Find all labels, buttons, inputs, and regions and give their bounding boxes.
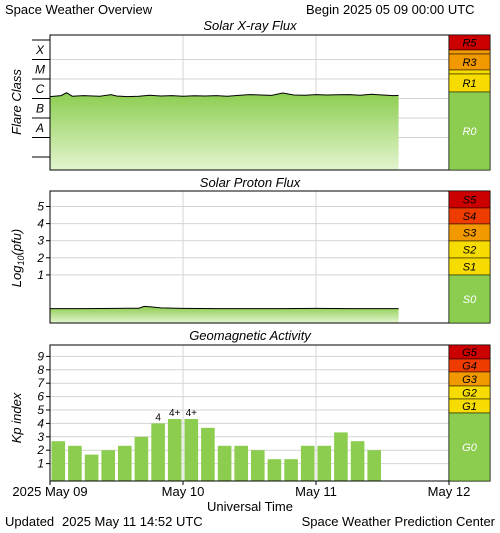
kp-bar-0 (51, 441, 66, 481)
kp-bar-15 (300, 445, 315, 481)
x-day-label-0: 2025 May 09 (12, 484, 87, 499)
kp-tick-label-5: 5 (37, 403, 44, 417)
kp-tick-label-3: 3 (37, 430, 44, 444)
kp-tick-label-8: 8 (37, 363, 44, 377)
kp-tick-label-9: 9 (37, 349, 44, 363)
kp-bar-1 (68, 445, 82, 481)
begin-value: 2025 05 09 00:00 UTC (343, 2, 475, 17)
kp-tick-label-4: 4 (37, 416, 44, 430)
kp-bar-12 (251, 450, 265, 481)
proton-scale-s4: S4 (463, 211, 476, 223)
kp-scale-g4: G4 (462, 361, 477, 373)
kp-bar-14 (284, 459, 298, 481)
updated-value: 2025 May 11 14:52 UTC (62, 514, 203, 529)
xray-scale-cell-5 (448, 91, 491, 171)
x-day-label-2: May 11 (295, 484, 337, 499)
kp-bar-label-8: 4+ (186, 408, 198, 419)
geomag-ylabel: Kp index (9, 392, 24, 443)
overview-title: Space Weather Overview (5, 2, 153, 17)
kp-bar-11 (234, 445, 248, 481)
kp-bar-5 (134, 436, 149, 481)
xray-flux-area (50, 92, 399, 170)
credit: Space Weather Prediction Center (302, 514, 496, 529)
proton-tick-label-2: 2 (36, 251, 44, 265)
updated-label: Updated (5, 514, 54, 529)
xray-panel-title: Solar X-ray Flux (203, 18, 297, 33)
kp-scale-g1: G1 (462, 401, 477, 413)
kp-bar-3 (101, 450, 115, 481)
xray-ylabel: Flare Class (9, 69, 24, 135)
kp-scale-g3: G3 (462, 374, 478, 386)
proton-flux-line (50, 305, 399, 310)
kp-bar-label-7: 4+ (169, 408, 181, 419)
xray-scale-cell-1 (448, 49, 491, 55)
x-day-label-3: May 12 (428, 484, 471, 499)
kp-bar-17 (334, 432, 348, 481)
kp-bar-9 (201, 427, 215, 481)
kp-scale-g0: G0 (462, 442, 478, 454)
xray-class-label-c: C (36, 82, 45, 96)
kp-bar-19 (367, 450, 381, 481)
proton-tick-label-3: 3 (37, 234, 44, 248)
kp-bar-7 (167, 419, 182, 481)
xray-scale-r0: R0 (462, 126, 477, 138)
proton-ylabel: Log10(pfu) (9, 229, 26, 287)
xray-class-label-x: X (35, 43, 45, 57)
xray-scale-cell-3 (448, 69, 491, 75)
kp-tick-label-1: 1 (37, 457, 44, 471)
kp-tick-label-6: 6 (37, 390, 44, 404)
kp-bar-18 (350, 441, 365, 481)
proton-tick-label-5: 5 (37, 200, 44, 214)
kp-scale-cell-5 (448, 412, 491, 482)
begin-label: Begin (306, 2, 339, 17)
kp-bar-16 (317, 445, 332, 481)
kp-bar-8 (184, 419, 199, 481)
xray-class-label-b: B (36, 101, 44, 115)
proton-tick-label-4: 4 (37, 217, 44, 231)
kp-bar-4 (118, 445, 132, 481)
kp-scale-g2: G2 (462, 388, 477, 400)
geomag-panel-title: Geomagnetic Activity (189, 328, 312, 343)
proton-flux-area (50, 306, 399, 323)
proton-scale-s2: S2 (463, 245, 476, 257)
proton-scale-s1: S1 (463, 262, 476, 274)
xray-class-label-m: M (35, 62, 45, 76)
x-day-label-1: May 10 (162, 484, 205, 499)
kp-bar-13 (267, 459, 282, 481)
proton-scale-s0: S0 (463, 294, 477, 306)
kp-bar-label-6: 4 (155, 412, 161, 423)
proton-plot-frame (49, 190, 450, 324)
xray-scale-r3: R3 (462, 57, 477, 69)
x-axis-title: Universal Time (207, 499, 293, 514)
proton-tick-label-1: 1 (37, 268, 44, 282)
proton-scale-s3: S3 (463, 228, 477, 240)
xray-class-label-a: A (35, 121, 44, 135)
kp-tick-label-7: 7 (37, 376, 45, 390)
xray-scale-r1: R1 (462, 78, 476, 90)
xray-flux-line (49, 92, 399, 98)
kp-scale-g5: G5 (462, 347, 478, 359)
xray-scale-r5: R5 (462, 38, 477, 50)
kp-bar-6 (151, 423, 165, 481)
kp-bar-2 (84, 454, 99, 481)
kp-tick-label-2: 2 (36, 443, 44, 457)
proton-scale-cell-5 (448, 274, 491, 324)
proton-panel-title: Solar Proton Flux (200, 175, 301, 190)
proton-scale-s5: S5 (463, 195, 477, 207)
kp-bar-10 (217, 445, 232, 481)
